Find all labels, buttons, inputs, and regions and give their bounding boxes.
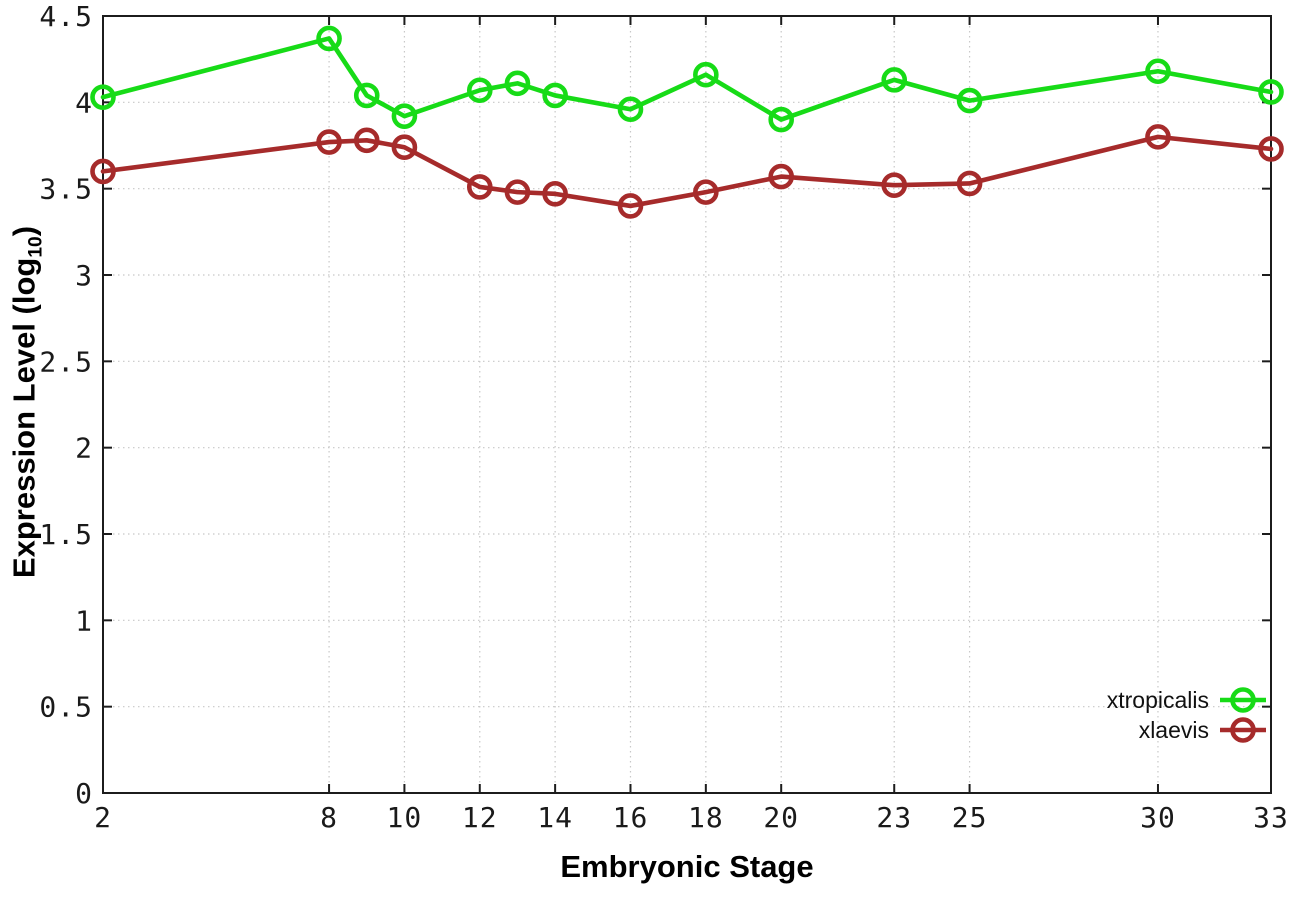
y-tick-label: 4	[75, 86, 93, 119]
data-point-xtropicalis	[391, 103, 418, 129]
series-line-xlaevis	[100, 134, 1274, 209]
y-tick-label: 1.5	[39, 518, 93, 551]
data-point-xtropicalis	[504, 70, 531, 97]
data-point-xtropicalis	[90, 84, 116, 110]
data-point-xlaevis	[1258, 136, 1284, 162]
data-point-xtropicalis	[768, 106, 794, 133]
legend-label-xlaevis: xlaevis	[1138, 716, 1209, 743]
y-axis-title-subscript: 10	[25, 236, 47, 258]
data-point-xlaevis	[542, 181, 568, 207]
x-tick-label: 18	[688, 801, 724, 834]
legend-entry-xtropicalis: xtropicalis	[1107, 685, 1267, 715]
data-point-xtropicalis	[1258, 79, 1284, 105]
y-axis-title-suffix: )	[6, 225, 42, 237]
plot-border	[102, 15, 1272, 794]
legend-sample-line-icon	[1220, 687, 1266, 713]
y-tick-label: 2	[75, 432, 93, 465]
x-tick-label: 33	[1253, 801, 1289, 834]
data-point-xlaevis	[466, 174, 493, 200]
data-point-xtropicalis	[881, 67, 908, 93]
data-point-xtropicalis	[617, 96, 644, 123]
legend-entry-xlaevis: xlaevis	[1139, 715, 1267, 745]
data-point-xtropicalis	[466, 77, 493, 104]
data-point-xlaevis	[353, 127, 380, 154]
y-tick-label: 0.5	[39, 691, 93, 724]
legend-sample-line-icon	[1220, 717, 1266, 743]
y-tick-label: 2.5	[39, 345, 93, 378]
data-point-xlaevis	[768, 163, 794, 190]
x-tick-label: 30	[1140, 801, 1176, 834]
data-point-xtropicalis	[316, 25, 342, 52]
data-point-xlaevis	[1145, 124, 1171, 150]
data-point-xtropicalis	[693, 61, 719, 88]
x-tick-label: 8	[320, 801, 338, 834]
x-tick-label: 20	[763, 801, 799, 834]
data-point-xlaevis	[90, 158, 116, 185]
y-tick-label: 1	[75, 604, 93, 637]
legend-label-xtropicalis: xtropicalis	[1106, 686, 1209, 713]
data-point-xtropicalis	[353, 82, 380, 109]
data-point-xlaevis	[693, 179, 719, 205]
data-point-xlaevis	[391, 134, 418, 161]
data-point-xtropicalis	[956, 87, 983, 114]
x-tick-label: 12	[462, 801, 498, 834]
x-tick-label: 23	[876, 801, 912, 834]
x-tick-label: 16	[613, 801, 649, 834]
series-line-xtropicalis	[100, 36, 1274, 122]
y-axis-title-text: Expression Level (log	[6, 257, 42, 579]
x-tick-label: 2	[94, 801, 112, 834]
legend: xtropicalis xlaevis	[1107, 685, 1267, 745]
x-tick-label: 10	[387, 801, 423, 834]
y-axis-title: Expression Level (log10)	[6, 226, 47, 578]
x-axis-title: Embryonic Stage	[560, 849, 814, 884]
data-point-xlaevis	[316, 129, 342, 155]
x-tick-label: 14	[537, 801, 573, 834]
y-tick-label: 4.5	[39, 0, 93, 33]
y-tick-label: 3	[75, 259, 93, 292]
data-point-xtropicalis	[1145, 58, 1171, 85]
data-point-xlaevis	[617, 193, 644, 219]
y-tick-label: 0	[75, 777, 93, 810]
data-point-xlaevis	[956, 170, 983, 197]
data-point-xlaevis	[881, 172, 908, 199]
y-tick-label: 3.5	[39, 173, 93, 206]
data-point-xtropicalis	[542, 82, 568, 109]
data-point-xlaevis	[504, 179, 531, 205]
x-tick-label: 25	[952, 801, 988, 834]
